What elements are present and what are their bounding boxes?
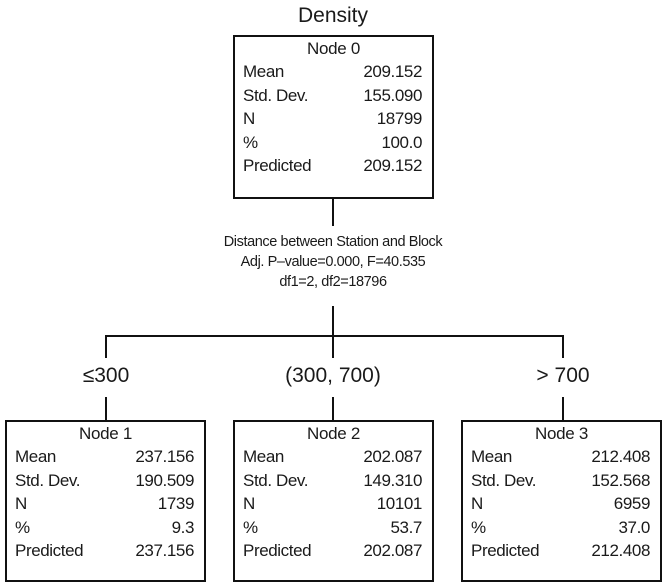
pred-value: 202.087 [363, 541, 422, 560]
n-value: 10101 [376, 494, 423, 513]
mean-label: Mean [243, 447, 284, 466]
node-1-n-row: N 1739 [7, 492, 204, 516]
pct-value: 53.7 [390, 517, 423, 537]
std-label: Std. Dev. [471, 470, 537, 490]
pct-value: 9.3 [171, 517, 195, 537]
split-df: df1=2, df2=18796 [279, 274, 387, 290]
tree-title: Density [297, 4, 369, 27]
std-value: 155.090 [363, 85, 422, 105]
node-0-std-row: Std. Dev. 155.090 [235, 84, 432, 108]
n-label: N [243, 109, 255, 128]
mean-value: 202.087 [363, 447, 422, 466]
node-3: Node 3 Mean 212.408 Std. Dev. 152.568 N 695… [461, 420, 662, 582]
node-2-n-row: N 10101 [235, 492, 432, 516]
connector-branch-2-bottom [332, 397, 334, 421]
branch-label-1: ≤300 [82, 364, 130, 387]
split-variable: Distance between Station and Block [223, 234, 443, 250]
node-1-name: Node 1 [78, 424, 133, 443]
branch-label-2: (300, 700) [285, 364, 381, 387]
std-label: Std. Dev. [243, 470, 309, 490]
node-3-mean-row: Mean 212.408 [463, 445, 660, 469]
pred-label: Predicted [243, 156, 312, 175]
std-value: 149.310 [363, 470, 422, 490]
connector-branch-2-top [332, 335, 334, 358]
node-2-pct-row: % 53.7 [235, 516, 432, 540]
node-3-std-row: Std. Dev. 152.568 [463, 469, 660, 493]
node-2-std-row: Std. Dev. 149.310 [235, 469, 432, 493]
std-value: 190.509 [135, 470, 194, 490]
node-0-pred-row: Predicted 209.152 [235, 154, 432, 178]
n-value: 1739 [157, 494, 195, 513]
connector-horizontal [105, 335, 564, 337]
pct-label: % [243, 132, 258, 152]
node-0: Node 0 Mean 209.152 Std. Dev. 155.090 N 187… [233, 35, 434, 199]
node-1-pred-row: Predicted 237.156 [7, 539, 204, 563]
mean-label: Mean [243, 62, 284, 81]
pred-value: 209.152 [363, 156, 422, 175]
node-3-n-row: N 6959 [463, 492, 660, 516]
pred-label: Predicted [243, 541, 312, 560]
node-1-mean-row: Mean 237.156 [7, 445, 204, 469]
pct-label: % [471, 517, 486, 537]
connector-branch-3-bottom [562, 397, 564, 421]
node-3-pred-row: Predicted 212.408 [463, 539, 660, 563]
n-value: 18799 [376, 109, 423, 128]
pct-value: 100.0 [381, 132, 422, 152]
mean-label: Mean [471, 447, 512, 466]
pred-label: Predicted [15, 541, 84, 560]
node-0-mean-row: Mean 209.152 [235, 60, 432, 84]
node-2-pred-row: Predicted 202.087 [235, 539, 432, 563]
mean-value: 212.408 [591, 447, 650, 466]
node-2: Node 2 Mean 202.087 Std. Dev. 149.310 N 101… [233, 420, 434, 582]
node-1-std-row: Std. Dev. 190.509 [7, 469, 204, 493]
pred-value: 237.156 [135, 541, 194, 560]
node-0-n-row: N 18799 [235, 107, 432, 131]
n-value: 6959 [613, 494, 651, 513]
node-1-pct-row: % 9.3 [7, 516, 204, 540]
node-0-name: Node 0 [306, 39, 361, 58]
std-value: 152.568 [591, 470, 650, 490]
node-3-name: Node 3 [534, 424, 589, 443]
branch-label-3: > 700 [536, 364, 590, 387]
pct-label: % [243, 517, 258, 537]
connector-split-down [332, 306, 334, 337]
connector-branch-3-top [562, 335, 564, 358]
connector-root-down [332, 199, 334, 226]
node-0-pct-row: % 100.0 [235, 131, 432, 155]
std-label: Std. Dev. [243, 85, 309, 105]
mean-value: 209.152 [363, 62, 422, 81]
pct-label: % [15, 517, 30, 537]
split-info: Distance between Station and Block Adj. … [150, 232, 516, 292]
connector-branch-1-bottom [105, 397, 107, 421]
node-1: Node 1 Mean 237.156 Std. Dev. 190.509 N 173… [5, 420, 206, 582]
std-label: Std. Dev. [15, 470, 81, 490]
pred-value: 212.408 [591, 541, 650, 560]
n-label: N [471, 494, 483, 513]
node-2-mean-row: Mean 202.087 [235, 445, 432, 469]
connector-branch-1-top [105, 335, 107, 358]
pct-value: 37.0 [618, 517, 651, 537]
node-2-name: Node 2 [306, 424, 361, 443]
node-3-pct-row: % 37.0 [463, 516, 660, 540]
n-label: N [243, 494, 255, 513]
n-label: N [15, 494, 27, 513]
mean-label: Mean [15, 447, 56, 466]
split-stats: Adj. P–value=0.000, F=40.535 [240, 254, 426, 270]
mean-value: 237.156 [135, 447, 194, 466]
pred-label: Predicted [471, 541, 540, 560]
